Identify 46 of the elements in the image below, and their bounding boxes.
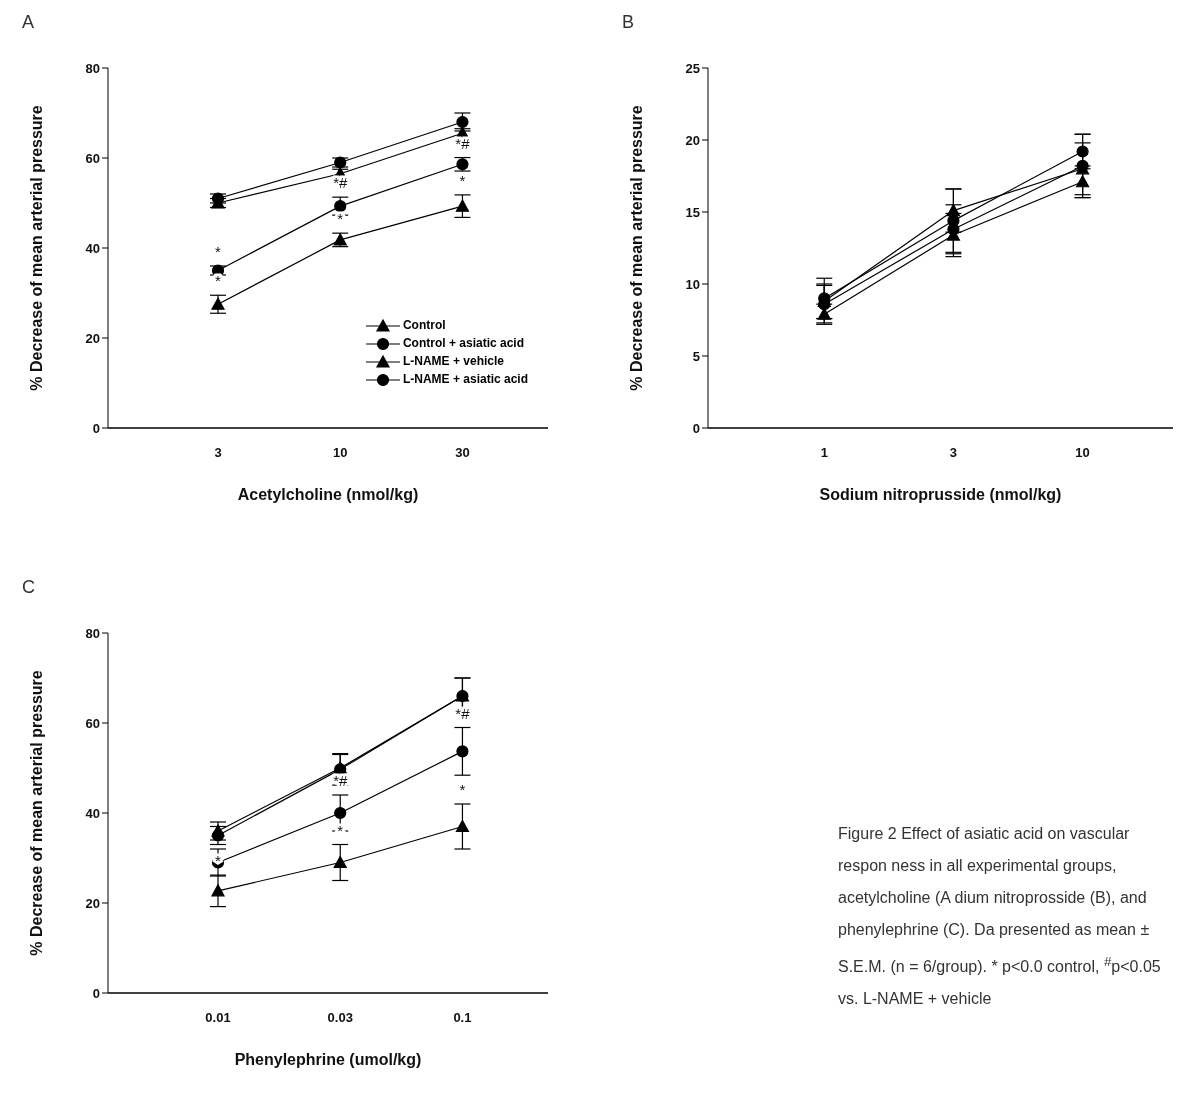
x-tick-label: 10 bbox=[332, 445, 348, 461]
annotation: * bbox=[459, 171, 466, 189]
y-tick-label: 60 bbox=[85, 715, 100, 731]
annotation: * bbox=[215, 272, 222, 290]
chart-title: C bbox=[22, 577, 35, 598]
y-tick-label: 40 bbox=[85, 240, 100, 256]
legend-label: Control + asiatic acid bbox=[401, 335, 525, 352]
y-tick-label: 10 bbox=[685, 276, 700, 292]
annotation: *# bbox=[455, 134, 471, 152]
x-tick-label: 0.03 bbox=[327, 1010, 353, 1026]
y-tick-label: 15 bbox=[685, 204, 700, 220]
y-tick-label: 80 bbox=[85, 60, 100, 76]
y-tick-label: 20 bbox=[685, 132, 700, 148]
y-tick-label: 25 bbox=[685, 60, 700, 76]
x-tick-label: 30 bbox=[455, 445, 470, 461]
y-tick-label: 20 bbox=[85, 895, 100, 911]
y-tick-label: 80 bbox=[85, 625, 100, 641]
y-tick-label: 0 bbox=[92, 985, 100, 1001]
x-tick-label: 10 bbox=[1075, 445, 1090, 461]
y-axis-title: % Decrease of mean arterial pressure bbox=[27, 670, 45, 956]
y-tick-label: 0 bbox=[92, 420, 100, 436]
y-tick-label: 60 bbox=[85, 150, 100, 166]
y-tick-label: 40 bbox=[85, 805, 100, 821]
x-axis-title: Phenylephrine (umol/kg) bbox=[234, 1051, 422, 1068]
x-tick-label: 3 bbox=[949, 445, 958, 461]
annotation: * bbox=[215, 243, 222, 260]
y-tick-label: 5 bbox=[692, 348, 700, 364]
x-tick-label: 0.1 bbox=[453, 1010, 472, 1026]
chart-title: A bbox=[22, 12, 35, 33]
legend-label: L-NAME + vehicle bbox=[401, 353, 505, 370]
legend-label: Control bbox=[401, 317, 447, 334]
chart-title: B bbox=[622, 12, 635, 33]
x-tick-label: 3 bbox=[214, 445, 222, 461]
x-tick-label: 0.01 bbox=[205, 1010, 231, 1026]
legend-label: L-NAME + asiatic acid bbox=[401, 371, 528, 388]
x-tick-label: 1 bbox=[820, 445, 828, 461]
annotation: * bbox=[215, 852, 222, 870]
y-tick-label: 20 bbox=[85, 330, 100, 346]
y-axis-title: % Decrease of mean arterial pressure bbox=[27, 105, 45, 391]
y-tick-label: 0 bbox=[692, 420, 700, 436]
annotation: * bbox=[459, 781, 466, 798]
text: Figure 2 Effect of asiatic acid on vascular respon ness in all experimental groups, acetylcholine (A dium nitroprosside (B), and phenylephrine (C). Da presented as mean ± S.E.M. (n = 6/group). * p<0.0 control, $^{#}$p<0.05 vs. L-NAME + vehicle bbox=[838, 825, 1161, 1008]
x-axis-title: Sodium nitroprusside (nmol/kg) bbox=[819, 486, 1062, 503]
x-axis-title: Acetylcholine (nmol/kg) bbox=[237, 486, 419, 503]
y-axis-title: % Decrease of mean arterial pressure bbox=[627, 105, 645, 391]
annotation: *# bbox=[333, 174, 348, 192]
